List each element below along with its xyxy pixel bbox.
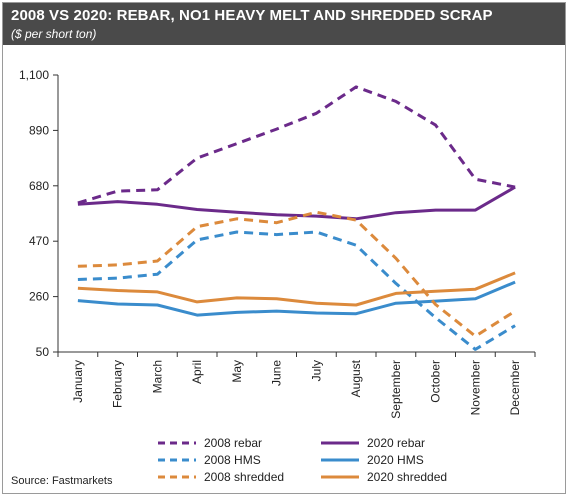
y-tick-label: 470 — [29, 234, 49, 248]
y-tick-label: 260 — [29, 290, 49, 304]
axes: 1,100 890 680 470 260 50 January February March A… — [19, 68, 536, 419]
x-tick-label: July — [309, 360, 323, 381]
legend-label: 2020 HMS — [367, 453, 424, 467]
x-tick-label: September — [389, 360, 403, 419]
series-line-2008-hms — [77, 230, 516, 351]
legend-label: 2008 shredded — [204, 470, 284, 484]
y-tick-label: 1,100 — [19, 68, 49, 82]
x-tick-label: December — [508, 360, 522, 415]
y-tick-label: 680 — [29, 179, 49, 193]
x-tick-label: April — [190, 360, 204, 384]
chart-frame: 2008 VS 2020: REBAR, NO1 HEAVY MELT AND … — [2, 2, 566, 494]
series-layer — [77, 85, 516, 351]
series-line-2020-rebar — [77, 185, 516, 221]
legend-label: 2008 HMS — [204, 453, 261, 467]
x-tick-label: August — [349, 359, 363, 397]
line-chart: 1,100 890 680 470 260 50 January February March A… — [19, 68, 536, 484]
y-tick-label: 50 — [36, 345, 50, 359]
legend-label: 2008 rebar — [204, 436, 262, 450]
chart-header: 2008 VS 2020: REBAR, NO1 HEAVY MELT AND … — [3, 3, 565, 45]
x-tick-label: June — [270, 360, 284, 386]
series-line-2020-shredded — [77, 271, 516, 307]
x-tick-label: January — [71, 360, 85, 403]
series-line-2008-rebar — [77, 85, 516, 205]
series-line-2008-shredded — [77, 210, 516, 338]
chart-title: 2008 VS 2020: REBAR, NO1 HEAVY MELT AND … — [11, 7, 493, 24]
y-tick-label: 890 — [29, 123, 49, 137]
legend-label: 2020 rebar — [367, 436, 425, 450]
x-tick-label: November — [468, 360, 482, 415]
x-tick-label: February — [111, 360, 125, 408]
series-line-2020-hms — [77, 280, 516, 317]
source-note: Source: Fastmarkets — [11, 475, 113, 487]
x-tick-label: October — [429, 360, 443, 403]
x-tick-label: March — [150, 360, 164, 393]
x-tick-label: May — [230, 360, 244, 383]
chart-subtitle: ($ per short ton) — [11, 27, 97, 41]
legend-label: 2020 shredded — [367, 470, 447, 484]
legend: 2008 rebar 2020 rebar 2008 HMS 2020 HMS 2008… — [158, 436, 447, 484]
